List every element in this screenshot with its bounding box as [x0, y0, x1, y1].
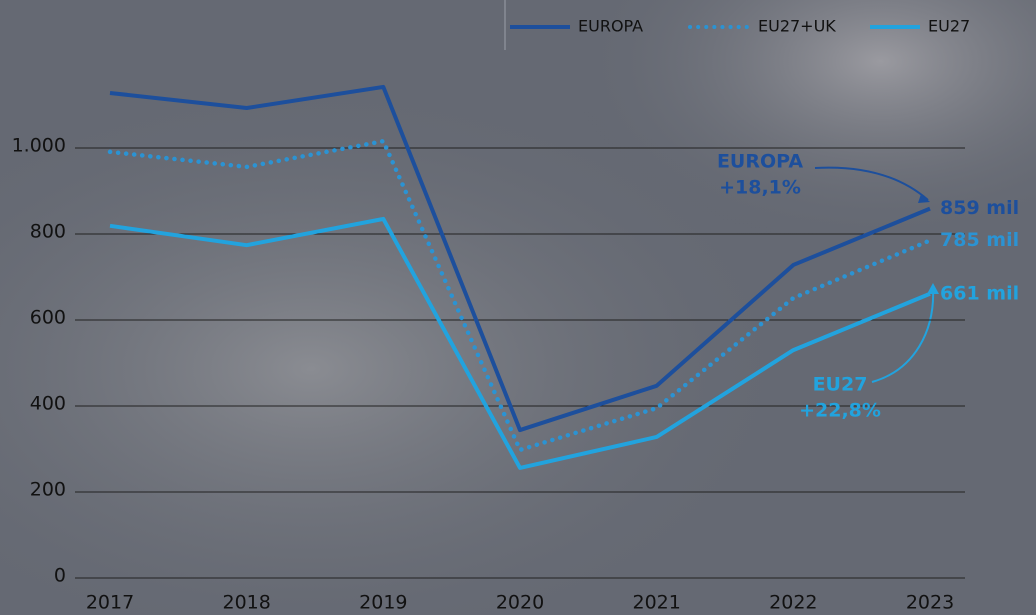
x-tick-label: 2022	[769, 592, 817, 614]
x-tick-label: 2020	[496, 592, 544, 614]
legend-label: EU27	[928, 17, 970, 36]
x-tick-label: 2023	[906, 592, 954, 614]
legend-label: EU27+UK	[758, 17, 836, 36]
y-tick-label: 600	[30, 307, 66, 329]
chart: 0 200 400 600 800 1.000 2017 2018 2019 2020 2021 20…	[0, 0, 1036, 615]
annotation: EUROPA	[717, 151, 803, 173]
x-tick-label: 2017	[86, 592, 134, 614]
y-tick-label: 400	[30, 393, 66, 415]
x-tick-label: 2018	[222, 592, 270, 614]
annotation: +18,1%	[719, 177, 801, 199]
x-tick-label: 2021	[632, 592, 680, 614]
y-tick-label: 800	[30, 221, 66, 243]
x-tick-label: 2019	[359, 592, 407, 614]
legend-label: EUROPA	[578, 17, 643, 36]
annotation: +22,8%	[799, 400, 881, 422]
value-label: 661 mil	[940, 282, 1019, 304]
y-tick-label: 200	[30, 479, 66, 501]
annotation: EU27	[813, 374, 868, 396]
background-glow	[0, 0, 1036, 615]
value-label: 859 mil	[940, 197, 1019, 219]
y-tick-label: 1.000	[12, 135, 66, 157]
y-tick-label: 0	[54, 565, 66, 587]
value-label: 785 mil	[940, 229, 1019, 251]
